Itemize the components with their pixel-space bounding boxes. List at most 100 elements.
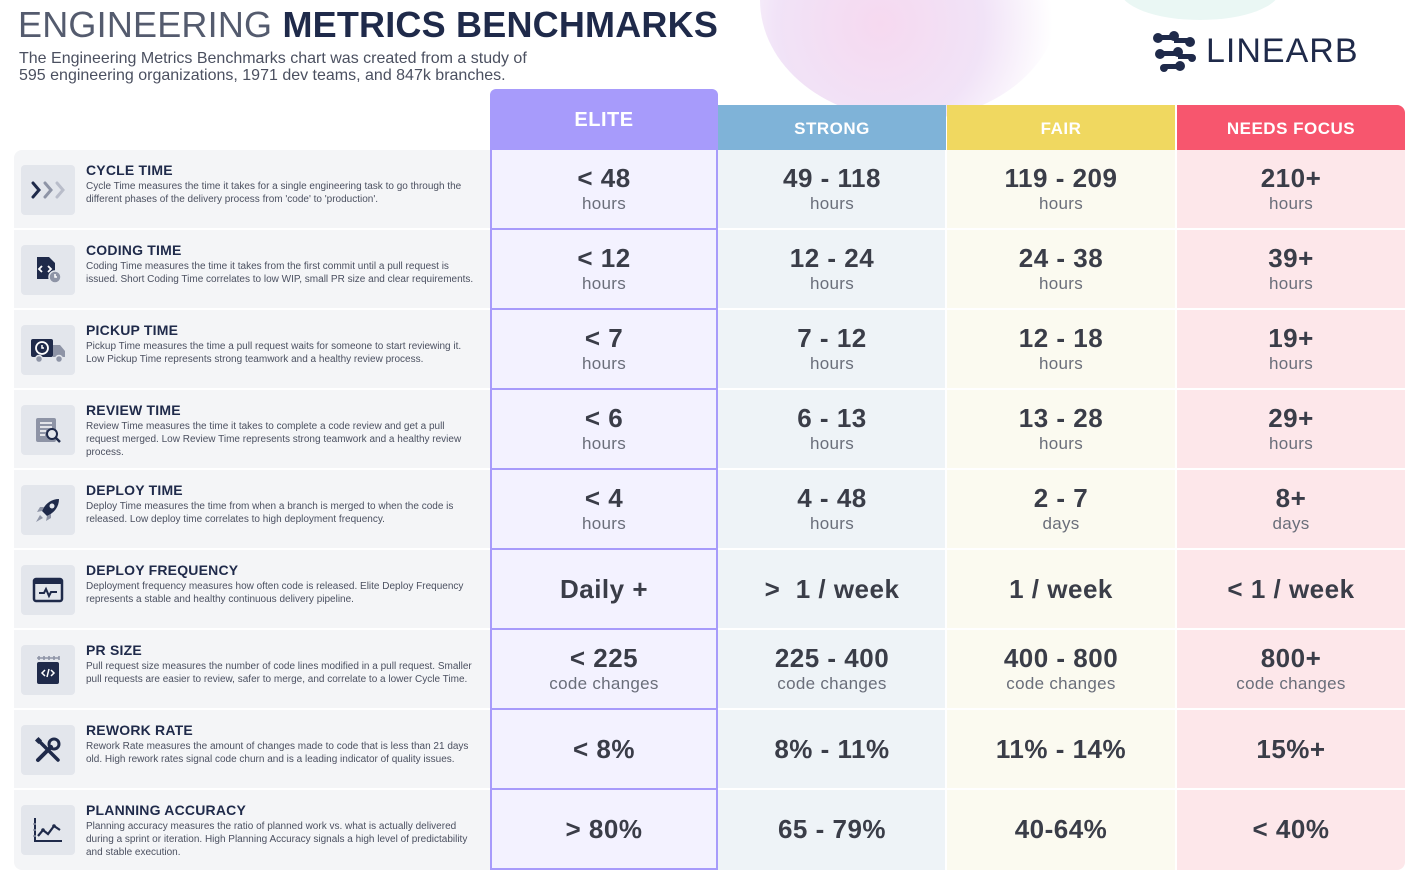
value-cell-needs-focus: 15%+ — [1177, 710, 1405, 788]
value-cell-strong: 49 - 118 hours — [718, 150, 946, 228]
value-cell-strong: 6 - 13 hours — [718, 390, 946, 468]
rocket-icon — [21, 485, 75, 535]
value-cell-elite: < 7 hours — [490, 310, 718, 388]
unit: hours — [1038, 274, 1084, 293]
metric-row-review-time: REVIEW TIME Review Time measures the tim… — [14, 390, 490, 468]
value-cell-fair: 2 - 7 days — [947, 470, 1175, 548]
value-cell-strong: 12 - 24 hours — [718, 230, 946, 308]
metric-row-pickup-time: PICKUP TIME Pickup Time measures the tim… — [14, 310, 490, 388]
metric-description: Rework Rate measures the amount of chang… — [86, 741, 469, 765]
metric-description: Coding Time measures the time it takes f… — [86, 261, 474, 285]
trend-chart-icon — [21, 805, 75, 855]
unit: hours — [581, 514, 627, 533]
value-cell-needs-focus: 8+ days — [1177, 470, 1405, 548]
value-cell-elite: < 4 hours — [490, 470, 718, 548]
value-cell-fair: 12 - 18 hours — [947, 310, 1175, 388]
unit: hours — [581, 274, 627, 293]
unit: hours — [809, 434, 855, 453]
linearb-logo-icon — [1153, 31, 1196, 72]
value: < 6 — [584, 403, 624, 433]
value-cell-strong: 225 - 400 code changes — [718, 630, 946, 708]
metric-name: PICKUP TIME — [86, 322, 179, 338]
value: < 7 — [584, 323, 624, 353]
value: 8% - 11% — [774, 734, 890, 764]
value-cell-needs-focus: < 40% — [1177, 790, 1405, 868]
metric-row-deploy-time: DEPLOY TIME Deploy Time measures the tim… — [14, 470, 490, 548]
metric-description: Planning accuracy measures the ratio of … — [86, 821, 468, 858]
unit: code changes — [1006, 674, 1116, 693]
chevrons-right-icon — [21, 165, 75, 215]
value-cell-strong: 7 - 12 hours — [718, 310, 946, 388]
value-cell-needs-focus: 210+ hours — [1177, 150, 1405, 228]
value-cell-strong: > 1 / week — [718, 550, 946, 628]
value: < 48 — [577, 163, 631, 193]
unit: hours — [581, 354, 627, 373]
tier-header-strong: STRONG — [718, 105, 946, 153]
page-title: ENGINEERING METRICS BENCHMARKS — [18, 4, 719, 45]
metric-name: CODING TIME — [86, 242, 182, 258]
value: 1 / week — [1009, 574, 1113, 604]
value-cell-strong: 4 - 48 hours — [718, 470, 946, 548]
ruler-code-icon — [21, 645, 75, 695]
value: 49 - 118 — [783, 163, 881, 193]
metric-row-rework-rate: REWORK RATE Rework Rate measures the amo… — [14, 710, 490, 788]
tier-header-elite: ELITE — [490, 89, 718, 151]
value: 2 - 7 — [1033, 483, 1089, 513]
unit: code changes — [549, 674, 659, 693]
unit: hours — [1038, 354, 1084, 373]
unit: hours — [809, 354, 855, 373]
metric-name: DEPLOY TIME — [86, 482, 183, 498]
value: Daily + — [559, 574, 649, 604]
metric-row-deploy-frequency: DEPLOY FREQUENCY Deployment frequency me… — [14, 550, 490, 628]
value-cell-elite: < 8% — [490, 710, 718, 788]
value: 29+ — [1268, 403, 1314, 433]
unit: days — [1272, 514, 1310, 533]
metric-name: REWORK RATE — [86, 722, 193, 738]
metric-description: Review Time measures the time it takes t… — [86, 421, 462, 458]
value-cell-fair: 1 / week — [947, 550, 1175, 628]
value-cell-strong: 65 - 79% — [718, 790, 946, 868]
value: 24 - 38 — [1018, 243, 1104, 273]
unit: hours — [809, 274, 855, 293]
value-cell-fair: 13 - 28 hours — [947, 390, 1175, 468]
unit: hours — [581, 194, 627, 213]
value: 19+ — [1268, 323, 1314, 353]
unit: hours — [1268, 274, 1314, 293]
value-cell-fair: 11% - 14% — [947, 710, 1175, 788]
value: 210+ — [1260, 163, 1322, 193]
code-file-clock-icon — [21, 245, 75, 295]
unit: hours — [1268, 194, 1314, 213]
metric-name: CYCLE TIME — [86, 162, 173, 178]
value-cell-fair: 119 - 209 hours — [947, 150, 1175, 228]
unit: hours — [1038, 194, 1084, 213]
unit: hours — [809, 194, 855, 213]
value-cell-strong: 8% - 11% — [718, 710, 946, 788]
metric-description: Deploy Time measures the time from when … — [86, 501, 454, 525]
unit: days — [1042, 514, 1080, 533]
value: 13 - 28 — [1018, 403, 1104, 433]
value: < 12 — [577, 243, 631, 273]
metric-name: DEPLOY FREQUENCY — [86, 562, 239, 578]
metric-description: Pull request size measures the number of… — [86, 661, 472, 685]
value: < 1 / week — [1227, 574, 1355, 604]
value: < 8% — [573, 734, 635, 764]
value-cell-elite: < 48 hours — [490, 150, 718, 228]
value: 6 - 13 — [797, 403, 867, 433]
document-magnifier-icon — [21, 405, 75, 455]
decorative-blob — [760, 0, 1060, 120]
metric-name: PR SIZE — [86, 642, 142, 658]
metric-row-pr-size: PR SIZE Pull request size measures the n… — [14, 630, 490, 708]
unit: hours — [1038, 434, 1084, 453]
value-cell-needs-focus: 39+ hours — [1177, 230, 1405, 308]
needs-focus-column — [1177, 150, 1405, 870]
value-cell-fair: 400 - 800 code changes — [947, 630, 1175, 708]
value-cell-elite: Daily + — [490, 550, 718, 628]
fair-column — [947, 150, 1175, 870]
tier-header-fair: FAIR — [947, 105, 1175, 153]
value: 65 - 79% — [777, 814, 887, 844]
elite-column — [490, 150, 718, 870]
value: > 1 / week — [764, 574, 900, 604]
unit: hours — [1268, 434, 1314, 453]
value: 40-64% — [1014, 814, 1108, 844]
value: 400 - 800 — [1003, 643, 1119, 673]
